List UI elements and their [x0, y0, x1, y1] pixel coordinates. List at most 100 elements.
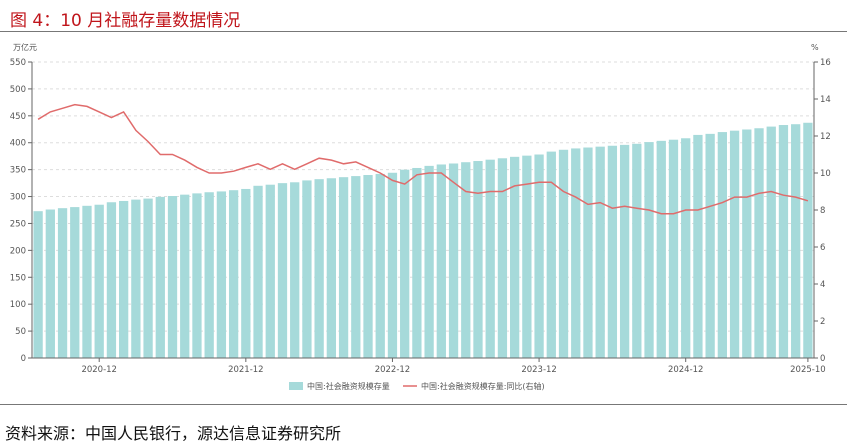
right-tick-label: 16	[820, 58, 831, 68]
legend-bar-label: 中国:社会融资规模存量	[307, 381, 390, 391]
bar	[461, 162, 471, 358]
bar	[302, 180, 312, 358]
right-tick-label: 6	[820, 243, 825, 253]
right-tick-label: 10	[820, 169, 831, 179]
left-tick-label: 150	[10, 273, 26, 283]
left-axis-ticks: 0 50 100 150 200 250 300 350 400 450 500 550	[10, 58, 32, 364]
bar	[412, 167, 422, 358]
title-rule	[0, 31, 847, 32]
legend: 中国:社会融资规模存量 中国:社会融资规模存量:同比(右轴)	[289, 381, 545, 391]
bar	[619, 144, 630, 358]
footer-rule	[0, 404, 847, 405]
x-axis-ticks: 2020-12 2021-12 2022-12 2023-12 2024-12 2025-…	[81, 358, 826, 375]
bar	[509, 156, 520, 358]
right-tick-label: 12	[820, 132, 831, 142]
bar	[167, 196, 178, 358]
left-tick-label: 50	[15, 327, 26, 337]
left-tick-label: 400	[10, 139, 26, 149]
bar	[681, 138, 691, 358]
bar	[400, 169, 410, 358]
bar	[363, 175, 373, 358]
bar	[216, 191, 227, 358]
bar	[778, 125, 789, 358]
left-tick-label: 500	[10, 85, 26, 95]
x-tick-label: 2021-12	[228, 365, 264, 375]
left-tick-label: 200	[10, 246, 26, 256]
bar	[632, 143, 642, 358]
left-tick-label: 350	[10, 166, 26, 176]
bar	[693, 134, 703, 358]
left-tick-label: 250	[10, 219, 26, 229]
bar	[338, 177, 349, 358]
bar	[522, 155, 532, 358]
legend-bar-swatch	[289, 382, 303, 390]
right-tick-label: 0	[820, 354, 825, 364]
bar	[82, 205, 92, 358]
gridlines	[32, 61, 814, 332]
bar	[106, 202, 117, 358]
left-tick-label: 300	[10, 193, 26, 203]
bar	[436, 164, 446, 358]
bar	[143, 198, 153, 358]
source-note: 资料来源：中国人民银行，源达信息证券研究所	[5, 424, 342, 443]
bar	[485, 159, 495, 358]
right-axis-ticks: 0 2 4 6 8 10 12 14 16	[814, 58, 831, 364]
bar	[94, 204, 104, 358]
figure-title: 图 4：10 月社融存量数据情况	[10, 11, 241, 31]
bar	[351, 176, 361, 358]
x-tick-label: 2025-10	[790, 365, 826, 375]
bar	[791, 124, 801, 358]
bar	[387, 172, 398, 358]
bar	[656, 140, 666, 358]
bar	[241, 188, 251, 358]
bar	[375, 173, 385, 358]
bar	[571, 148, 581, 358]
right-axis-unit: %	[811, 43, 819, 52]
bar	[754, 128, 764, 358]
bar	[314, 179, 324, 358]
bar-series	[33, 122, 813, 358]
x-tick-label: 2024-12	[668, 365, 704, 375]
bar	[265, 184, 275, 358]
bar	[534, 154, 544, 358]
right-tick-label: 4	[820, 280, 825, 290]
bar	[497, 158, 508, 358]
bar	[742, 129, 752, 358]
bar	[290, 182, 300, 358]
x-tick-label: 2023-12	[521, 365, 557, 375]
bar	[45, 209, 55, 358]
bar	[118, 200, 129, 358]
bar	[583, 147, 593, 358]
bar	[546, 151, 556, 358]
bar	[729, 130, 740, 358]
bar	[766, 126, 776, 358]
left-tick-label: 450	[10, 112, 26, 122]
right-tick-label: 8	[820, 206, 825, 216]
bar	[204, 192, 214, 358]
bar	[644, 142, 654, 358]
bar	[57, 208, 68, 358]
bar	[253, 185, 263, 358]
x-tick-label: 2020-12	[81, 365, 117, 375]
left-axis-unit: 万亿元	[13, 42, 37, 52]
bar	[424, 165, 434, 358]
right-tick-label: 14	[820, 95, 831, 105]
right-tick-label: 2	[820, 317, 825, 327]
bar	[607, 145, 618, 358]
bar	[717, 132, 728, 358]
bar	[803, 122, 813, 358]
legend-line-label: 中国:社会融资规模存量:同比(右轴)	[421, 381, 545, 391]
bar	[326, 178, 337, 358]
chart: 万亿元 % 050100150200250300350400450500550 …	[10, 42, 831, 391]
bar	[705, 133, 715, 358]
bar	[33, 211, 43, 358]
bar	[70, 207, 80, 358]
bar	[668, 139, 679, 358]
bar	[473, 161, 483, 358]
left-tick-label: 0	[21, 354, 26, 364]
bar	[277, 183, 288, 358]
x-tick-label: 2022-12	[375, 365, 411, 375]
bar	[131, 199, 141, 358]
bar	[155, 196, 165, 358]
yoy-line	[37, 103, 809, 215]
